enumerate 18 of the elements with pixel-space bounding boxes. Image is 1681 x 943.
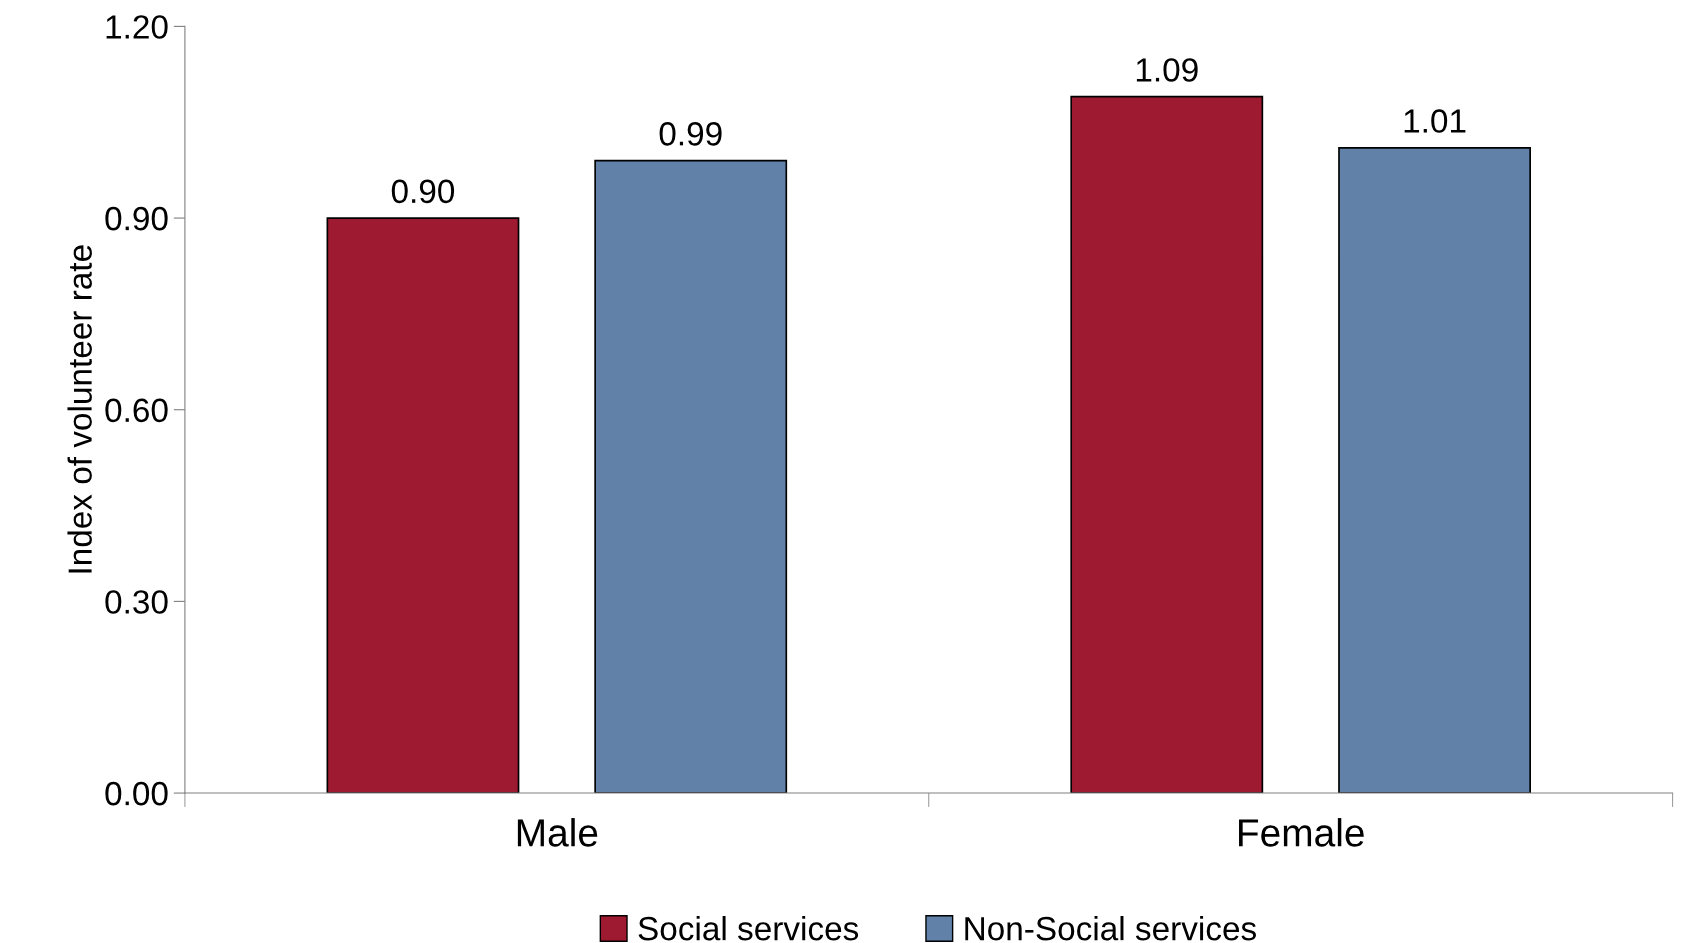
legend-label: Social services [638, 915, 859, 941]
x-tick-label: Male [517, 818, 598, 847]
y-tick-label: 0.60 [105, 398, 168, 423]
y-tick-label: 0.00 [105, 781, 168, 806]
text: 0.99 [659, 122, 722, 146]
text: 1.01 [1404, 109, 1466, 133]
bar [594, 159, 788, 794]
bar [1070, 95, 1264, 794]
y-axis-title: Index of volunteer rate [67, 245, 92, 573]
x-tick-label: Female [1239, 818, 1364, 847]
y-tick-label: 1.20 [106, 15, 168, 39]
y-tick-label: 0.90 [105, 206, 168, 231]
legend-label: Non-Social services [965, 915, 1256, 941]
y-tick-label: 0.30 [105, 590, 168, 614]
text: 0.90 [391, 179, 455, 204]
bar [326, 217, 520, 794]
text: 1.09 [1136, 58, 1198, 82]
bar [1338, 146, 1531, 794]
